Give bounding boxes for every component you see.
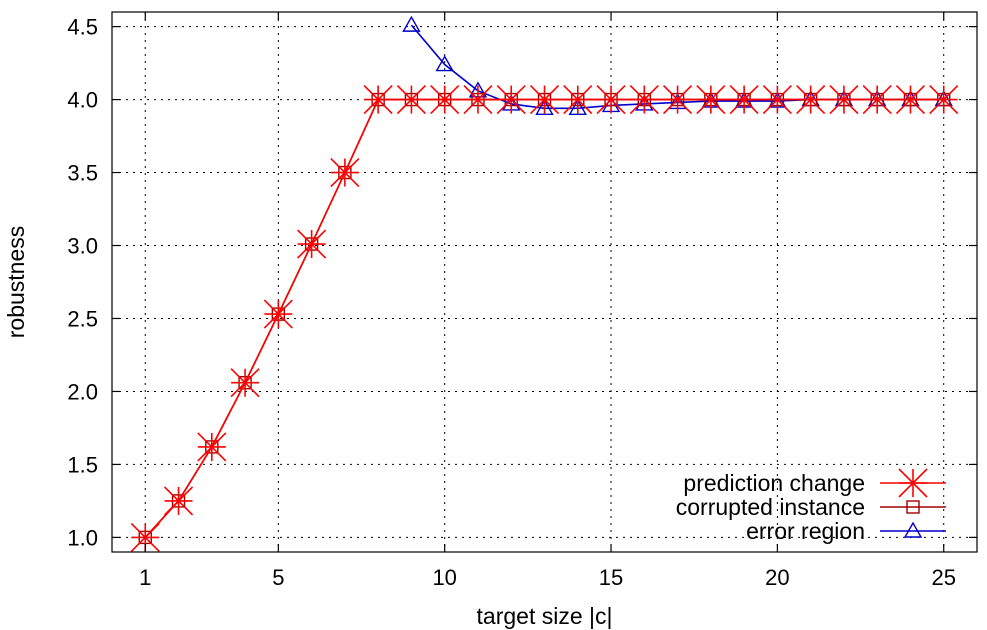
y-tick-label: 2.5 bbox=[67, 306, 98, 331]
data-point bbox=[297, 229, 327, 259]
y-tick-label: 2.0 bbox=[67, 379, 98, 404]
x-tick-label: 15 bbox=[599, 565, 623, 590]
y-tick-label: 1.5 bbox=[67, 452, 98, 477]
axis-ticks: 1 5 10 15 20 251.01.52.02.53.03.54.04.5 bbox=[67, 12, 977, 590]
y-tick-label: 3.0 bbox=[67, 234, 98, 259]
grid bbox=[112, 12, 977, 552]
data-point bbox=[130, 522, 160, 552]
data-point bbox=[463, 85, 493, 115]
data-point bbox=[663, 85, 693, 115]
x-tick-label: 25 bbox=[931, 565, 955, 590]
data-point bbox=[729, 85, 759, 115]
plot-frame bbox=[111, 11, 978, 553]
data-point bbox=[396, 85, 426, 115]
data-point bbox=[895, 85, 926, 115]
data-point bbox=[929, 85, 959, 115]
data-point bbox=[496, 85, 526, 115]
y-axis-label: robustness bbox=[3, 226, 29, 339]
data-point bbox=[862, 85, 892, 115]
x-axis-label: target size |c| bbox=[477, 603, 613, 629]
data-point bbox=[430, 85, 460, 115]
series-prediction-change bbox=[130, 85, 959, 552]
data-point bbox=[535, 98, 554, 116]
data-point bbox=[563, 85, 593, 115]
data-point bbox=[629, 85, 659, 115]
y-tick-label: 4.5 bbox=[67, 15, 98, 40]
legend-marker bbox=[903, 521, 923, 538]
data-point bbox=[435, 55, 454, 72]
legend-label-corrupted-instance: corrupted instance bbox=[676, 494, 865, 520]
x-tick-label: 1 bbox=[139, 565, 151, 590]
data-point bbox=[163, 486, 194, 516]
x-tick-label: 10 bbox=[432, 565, 456, 590]
x-tick-label: 20 bbox=[765, 565, 789, 590]
legend-label-prediction-change: prediction change bbox=[683, 470, 865, 496]
y-tick-label: 1.0 bbox=[67, 525, 98, 550]
legend-marker bbox=[906, 500, 920, 514]
legend-marker bbox=[898, 468, 928, 498]
data-point bbox=[529, 85, 560, 115]
data-point bbox=[596, 85, 626, 115]
data-point bbox=[197, 432, 227, 462]
x-tick-label: 5 bbox=[272, 565, 284, 590]
data-point bbox=[263, 299, 293, 329]
data-point bbox=[568, 98, 587, 116]
data-point bbox=[402, 15, 421, 32]
data-point bbox=[796, 85, 826, 115]
data-point bbox=[330, 157, 360, 188]
y-tick-label: 4.0 bbox=[67, 88, 98, 113]
data-point bbox=[829, 85, 859, 115]
data-point bbox=[363, 85, 393, 115]
series-area bbox=[130, 15, 959, 552]
y-tick-label: 3.5 bbox=[67, 161, 98, 186]
legend: prediction change corrupted instance err… bbox=[676, 468, 946, 544]
legend-label-error-region: error region bbox=[746, 518, 865, 544]
data-point bbox=[230, 368, 260, 398]
data-point bbox=[762, 85, 792, 115]
data-point bbox=[696, 85, 726, 115]
